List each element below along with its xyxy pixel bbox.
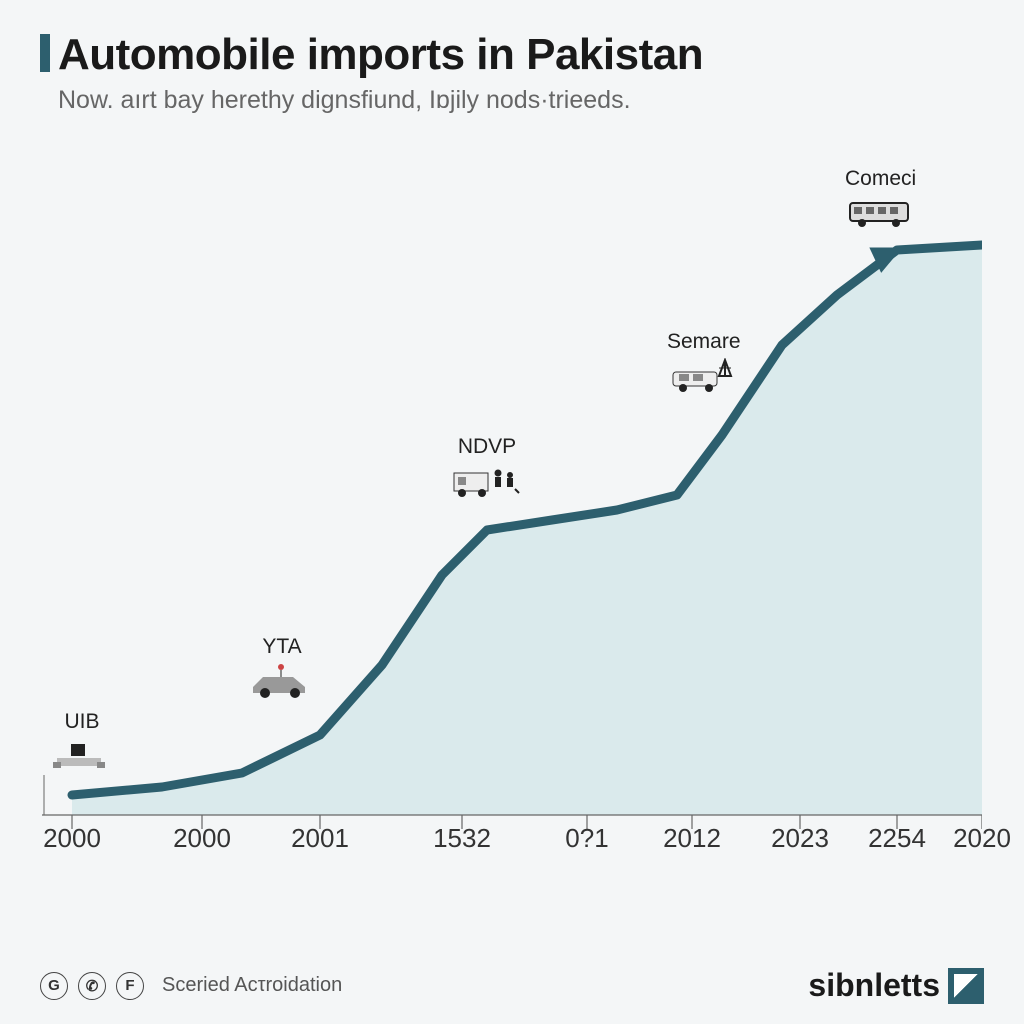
x-tick-label: 1532 xyxy=(422,823,502,854)
x-tick-label: 2254 xyxy=(857,823,937,854)
chart-footer: G ✆ F Sceried Acτroidation sibnletts xyxy=(40,967,984,1004)
annotation-label: UIB xyxy=(64,710,99,734)
chart-annotation-comeci: Comeci xyxy=(845,167,916,231)
bus-icon xyxy=(846,195,916,231)
x-tick-label: 2000 xyxy=(32,823,112,854)
brand-text: sibnletts xyxy=(808,967,940,1004)
x-tick-label: 2023 xyxy=(760,823,840,854)
brand-logo: sibnletts xyxy=(808,967,984,1004)
chart-subtitle: Now. aırt bay herethy dignsfiund, Iɒjily… xyxy=(58,86,984,115)
chart-svg xyxy=(42,155,982,855)
chart-annotation-utb: UIB xyxy=(47,710,117,774)
chart-annotation-semare: Semare xyxy=(667,330,741,394)
x-tick-label: 2000 xyxy=(162,823,242,854)
header-accent-bar xyxy=(40,34,50,72)
chart-annotation-ndvp: NDVP xyxy=(452,435,522,499)
suv-tower-icon xyxy=(669,358,739,394)
chart-header: Automobile imports in Pakistan Now. aırt… xyxy=(40,30,984,115)
badge-icon: F xyxy=(116,972,144,1000)
chart-annotation-yta: YTA xyxy=(247,635,317,699)
badge-icon: G xyxy=(40,972,68,1000)
footer-left: G ✆ F Sceried Acτroidation xyxy=(40,972,342,1000)
truck-small-icon xyxy=(47,738,117,774)
x-tick-label: 2001 xyxy=(280,823,360,854)
footer-credit: Sceried Acτroidation xyxy=(162,974,342,997)
brand-mark-icon xyxy=(948,968,984,1004)
x-tick-label: 0?1 xyxy=(547,823,627,854)
chart-title: Automobile imports in Pakistan xyxy=(58,30,984,80)
annotation-label: YTA xyxy=(262,635,301,659)
x-tick-label: 2012 xyxy=(652,823,732,854)
x-tick-label: 2020 xyxy=(942,823,1022,854)
annotation-label: Comeci xyxy=(845,167,916,191)
sedan-icon xyxy=(247,663,317,699)
annotation-label: Semare xyxy=(667,330,741,354)
van-people-icon xyxy=(452,463,522,499)
area-chart: UIB YTA NDVP Semare Comeci 2000200020011… xyxy=(42,155,982,855)
x-axis-labels: 20002000200115320?12012202322542020 xyxy=(42,815,982,855)
badge-icon: ✆ xyxy=(78,972,106,1000)
annotation-label: NDVP xyxy=(458,435,516,459)
